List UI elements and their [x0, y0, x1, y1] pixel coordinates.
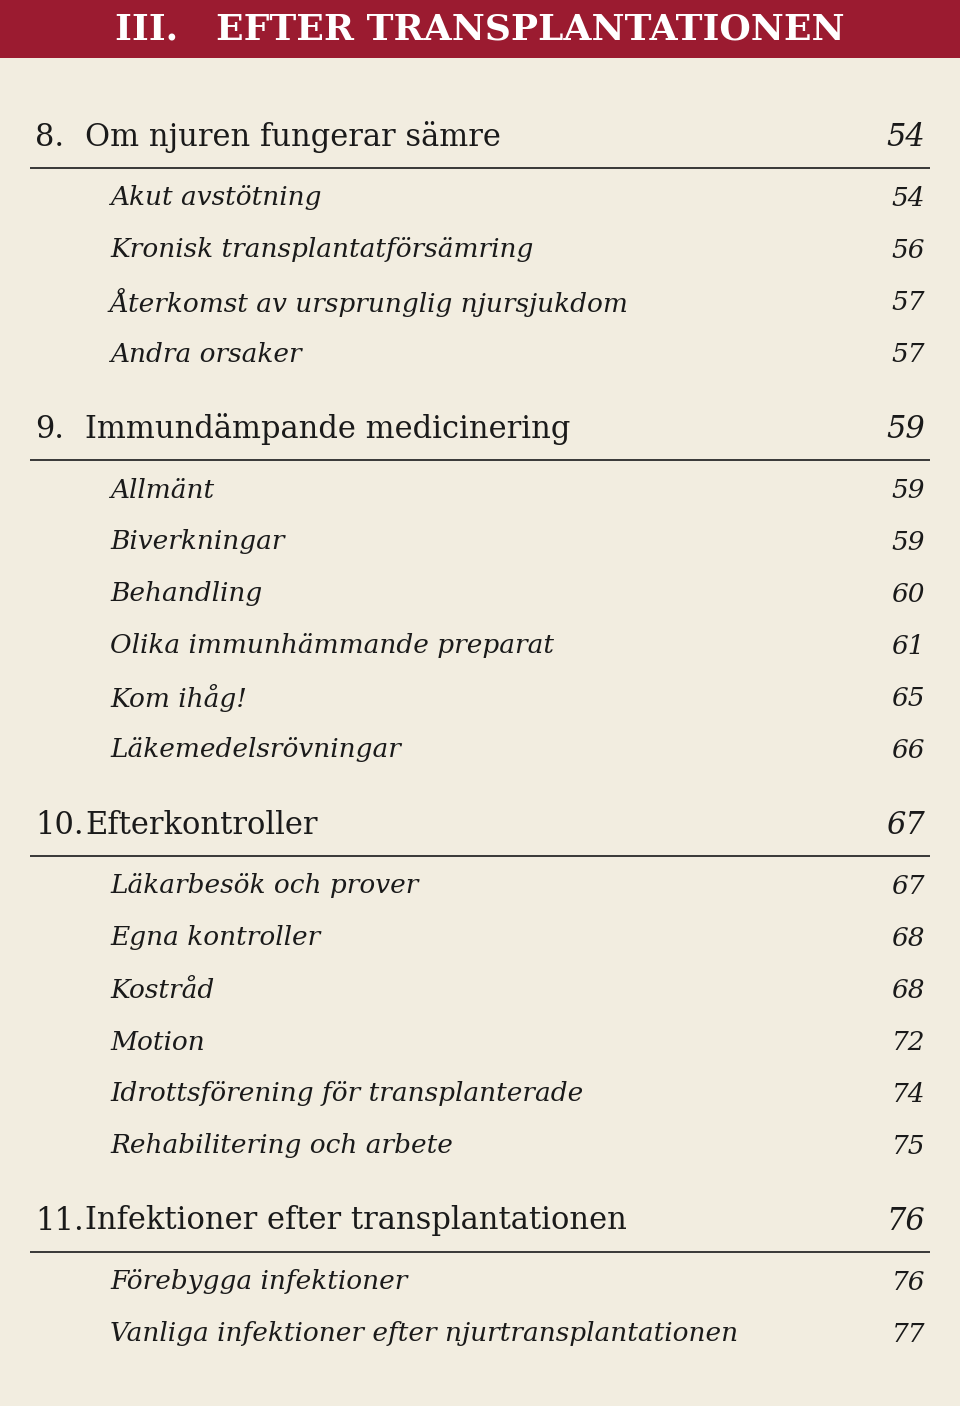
Text: Kronisk transplantatförsämring: Kronisk transplantatförsämring: [110, 238, 534, 263]
Text: Biverkningar: Biverkningar: [110, 530, 284, 554]
Text: 11.: 11.: [35, 1205, 84, 1236]
Text: 74: 74: [892, 1081, 925, 1107]
Text: 76: 76: [892, 1270, 925, 1295]
Text: 76: 76: [886, 1205, 925, 1236]
Text: Återkomst av ursprunglig njursjukdom: Återkomst av ursprunglig njursjukdom: [110, 287, 629, 316]
Text: 59: 59: [892, 530, 925, 554]
Text: 54: 54: [886, 121, 925, 152]
Text: 65: 65: [892, 686, 925, 710]
Text: 60: 60: [892, 582, 925, 606]
Text: 54: 54: [892, 186, 925, 211]
Text: 59: 59: [886, 413, 925, 444]
Text: 57: 57: [892, 342, 925, 367]
Text: Idrottsförening för transplanterade: Idrottsförening för transplanterade: [110, 1081, 584, 1107]
Text: 67: 67: [886, 810, 925, 841]
Text: 66: 66: [892, 738, 925, 762]
Text: Allmänt: Allmänt: [110, 478, 214, 502]
Text: 68: 68: [892, 977, 925, 1002]
Text: Kom ihåg!: Kom ihåg!: [110, 683, 247, 711]
Text: Infektioner efter transplantationen: Infektioner efter transplantationen: [85, 1205, 627, 1236]
Text: Om njuren fungerar sämre: Om njuren fungerar sämre: [85, 121, 501, 153]
Text: Andra orsaker: Andra orsaker: [110, 342, 301, 367]
Text: Läkarbesök och prover: Läkarbesök och prover: [110, 873, 419, 898]
Text: Akut avstötning: Akut avstötning: [110, 186, 322, 211]
Text: 59: 59: [892, 478, 925, 502]
Text: III.   EFTER TRANSPLANTATIONEN: III. EFTER TRANSPLANTATIONEN: [115, 13, 845, 46]
Text: 75: 75: [892, 1133, 925, 1159]
Text: Förebygga infektioner: Förebygga infektioner: [110, 1270, 407, 1295]
Text: Olika immunhämmande preparat: Olika immunhämmande preparat: [110, 634, 554, 658]
Text: Vanliga infektioner efter njurtransplantationen: Vanliga infektioner efter njurtransplant…: [110, 1322, 738, 1347]
Text: 8.: 8.: [35, 121, 64, 152]
Text: Immundämpande medicinering: Immundämpande medicinering: [85, 413, 570, 446]
Text: 68: 68: [892, 925, 925, 950]
Text: 56: 56: [892, 238, 925, 263]
Text: Behandling: Behandling: [110, 582, 262, 606]
Text: 67: 67: [892, 873, 925, 898]
Text: 9.: 9.: [35, 413, 64, 444]
Text: Efterkontroller: Efterkontroller: [85, 810, 318, 841]
Text: 57: 57: [892, 290, 925, 315]
Text: Kostråd: Kostråd: [110, 977, 214, 1002]
Text: 77: 77: [892, 1322, 925, 1347]
Text: Motion: Motion: [110, 1029, 204, 1054]
Text: Läkemedelsrövningar: Läkemedelsrövningar: [110, 738, 401, 762]
Bar: [0, 0, 960, 58]
Text: Egna kontroller: Egna kontroller: [110, 925, 321, 950]
Text: Rehabilitering och arbete: Rehabilitering och arbete: [110, 1133, 453, 1159]
Text: 61: 61: [892, 634, 925, 658]
Text: 10.: 10.: [35, 810, 84, 841]
Text: 72: 72: [892, 1029, 925, 1054]
